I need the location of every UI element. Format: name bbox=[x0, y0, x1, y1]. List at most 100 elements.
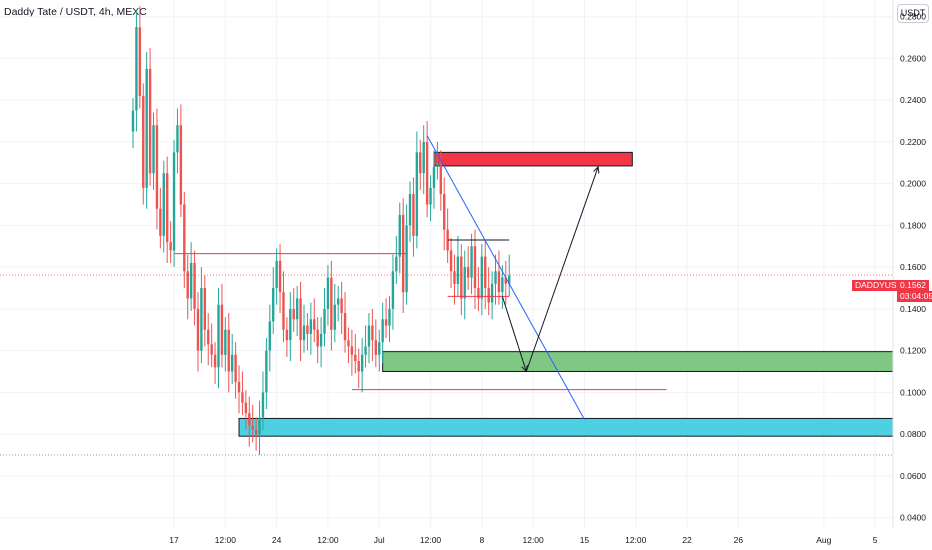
currency-button[interactable]: USDT bbox=[897, 4, 929, 23]
y-tick-label: 0.1000 bbox=[900, 387, 926, 397]
y-tick-label: 0.1200 bbox=[900, 346, 926, 356]
x-tick-label: 24 bbox=[272, 535, 282, 545]
candle-body bbox=[261, 392, 265, 418]
candle-body bbox=[162, 173, 165, 236]
candle-body bbox=[460, 256, 463, 299]
candle-body bbox=[388, 308, 391, 326]
candle-body bbox=[408, 194, 412, 226]
y-tick-label: 0.1400 bbox=[900, 304, 926, 314]
x-tick-label: 5 bbox=[873, 535, 878, 545]
demand-zone bbox=[382, 351, 894, 372]
candle-body bbox=[217, 304, 220, 368]
candle-body bbox=[183, 204, 186, 272]
candle-body bbox=[337, 298, 340, 305]
candle-body bbox=[398, 214, 401, 257]
candle-body bbox=[142, 96, 145, 188]
candle-body bbox=[172, 152, 176, 251]
candle-body bbox=[316, 329, 319, 347]
symbol-tag: DADDYUSDT bbox=[852, 280, 911, 291]
candle-body bbox=[207, 329, 210, 345]
candle-body bbox=[508, 275, 511, 284]
candle-body bbox=[224, 329, 227, 355]
candle-body bbox=[176, 125, 179, 153]
candle-body bbox=[145, 68, 148, 188]
candle-body bbox=[295, 298, 299, 320]
candle-body bbox=[275, 260, 278, 288]
candle-body bbox=[155, 125, 159, 209]
candle-body bbox=[159, 208, 162, 236]
candle-body bbox=[241, 392, 244, 403]
candle-body bbox=[299, 298, 302, 341]
candle-body bbox=[456, 256, 460, 284]
y-tick-label: 0.1600 bbox=[900, 262, 926, 272]
candle-body bbox=[504, 277, 507, 284]
candle-body bbox=[439, 162, 442, 195]
support-zone bbox=[238, 417, 894, 437]
candle-body bbox=[357, 361, 360, 372]
candle-body bbox=[244, 402, 248, 414]
candle-body bbox=[193, 262, 196, 309]
candle-body bbox=[166, 173, 169, 243]
candle-body bbox=[350, 346, 354, 355]
x-tick-label: 17 bbox=[169, 535, 179, 545]
candle-body bbox=[470, 246, 473, 278]
chart-title: Daddy Tate / USDT, 4h, MEXC bbox=[4, 6, 147, 18]
y-axis: 0.2800 0.2600 0.2400 0.2200 0.2000 0.1800 0.16… bbox=[900, 12, 926, 523]
candle-body bbox=[203, 288, 207, 330]
candle-body bbox=[186, 271, 189, 299]
x-tick-label: 15 bbox=[580, 535, 590, 545]
candle-body bbox=[425, 141, 429, 205]
candle-body bbox=[443, 194, 446, 230]
candle-body bbox=[422, 141, 425, 174]
candle-body bbox=[131, 110, 135, 132]
candle-body bbox=[169, 242, 172, 251]
candle-body bbox=[364, 346, 367, 355]
y-tick-label: 0.0600 bbox=[900, 471, 926, 481]
candle-body bbox=[374, 340, 378, 355]
zones bbox=[238, 151, 894, 437]
candle-body bbox=[282, 292, 285, 330]
candle-body bbox=[319, 333, 323, 347]
countdown-tag: 03:04:05 bbox=[897, 291, 932, 302]
candle-body bbox=[210, 344, 213, 355]
candle-body bbox=[360, 354, 364, 372]
candle-body bbox=[313, 319, 316, 330]
candle-body bbox=[237, 381, 241, 393]
candle-body bbox=[484, 256, 487, 288]
candle-body bbox=[278, 260, 282, 293]
candle-body bbox=[285, 329, 289, 341]
drawings bbox=[174, 135, 667, 420]
candle-body bbox=[135, 27, 138, 111]
candle-body bbox=[265, 350, 268, 393]
x-tick-label: 12:00 bbox=[420, 535, 442, 545]
candle-body bbox=[326, 277, 330, 309]
candle-body bbox=[152, 125, 155, 174]
y-tick-label: 0.2000 bbox=[900, 179, 926, 189]
candle-body bbox=[248, 413, 251, 426]
candle-body bbox=[289, 308, 292, 341]
candle-body bbox=[200, 288, 203, 351]
x-tick-label: 12:00 bbox=[215, 535, 237, 545]
x-tick-label: 12:00 bbox=[625, 535, 647, 545]
candle-body bbox=[384, 319, 388, 326]
candle-body bbox=[251, 425, 254, 430]
x-axis: 17 12:00 24 12:00 Jul 12:00 8 12:00 15 12:00 22 26 A… bbox=[169, 535, 877, 545]
candle-body bbox=[501, 277, 504, 293]
y-tick-label: 0.1800 bbox=[900, 220, 926, 230]
candle-body bbox=[367, 325, 371, 347]
candle-body bbox=[432, 166, 436, 188]
price-tag: 0.1562 bbox=[897, 280, 929, 291]
candle-body bbox=[490, 283, 494, 303]
x-tick-label: Jul bbox=[374, 535, 385, 545]
candle-body bbox=[330, 277, 333, 330]
candle-body bbox=[138, 27, 142, 97]
candle-body bbox=[419, 152, 422, 174]
candle-body bbox=[292, 308, 295, 320]
candle-body bbox=[302, 325, 306, 341]
candle-body bbox=[220, 304, 224, 355]
candle-body bbox=[148, 68, 152, 174]
candle-body bbox=[179, 125, 183, 205]
candle-body bbox=[477, 288, 480, 299]
trendline bbox=[426, 135, 585, 420]
